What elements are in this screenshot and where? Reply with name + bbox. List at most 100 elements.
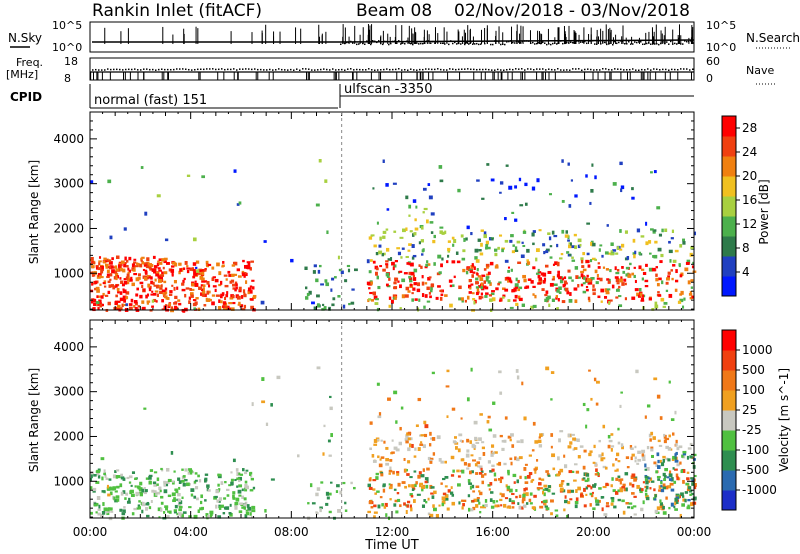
- power-cell: [207, 263, 212, 267]
- velocity-cell: [686, 455, 689, 460]
- power-cell: [543, 250, 546, 255]
- velocity-cell: [489, 498, 493, 502]
- velocity-cell: [329, 395, 332, 399]
- velocity-cell: [322, 452, 325, 456]
- power-cell: [588, 280, 593, 285]
- power-cell: [163, 280, 167, 284]
- velocity-cell: [104, 474, 107, 478]
- power-cell: [689, 291, 692, 296]
- power-cell: [525, 285, 530, 289]
- power-cell: [499, 234, 503, 237]
- power-cell: [429, 221, 434, 224]
- velocity-cell: [445, 385, 450, 388]
- power-cell: [486, 266, 489, 269]
- power-cell: [229, 297, 234, 300]
- nsearch-point: [530, 42, 532, 45]
- power-cell: [116, 304, 121, 309]
- power-cell: [595, 281, 599, 285]
- velocity-cell: [499, 492, 502, 496]
- velocity-cell: [607, 434, 611, 439]
- power-cell: [486, 163, 490, 166]
- velocity-cell: [596, 380, 600, 384]
- power-cell: [368, 287, 371, 290]
- power-cell: [372, 291, 377, 296]
- velocity-cell: [207, 514, 210, 519]
- nsearch-point: [634, 41, 636, 43]
- power-cell: [401, 247, 405, 250]
- velocity-cell: [681, 454, 684, 458]
- velocity-cell: [131, 471, 136, 474]
- velocity-cell: [630, 506, 634, 510]
- velocity-cell: [376, 490, 380, 493]
- power-cell: [515, 277, 518, 282]
- velocity-cell: [151, 489, 155, 493]
- power-cell: [147, 274, 151, 278]
- velocity-cell: [645, 494, 649, 499]
- velocity-cell: [666, 476, 670, 479]
- velocity-cell: [139, 491, 143, 494]
- freq-tick-low: 8: [64, 72, 71, 85]
- power-cell: [597, 266, 601, 269]
- power-cell: [151, 299, 155, 303]
- power-colorbar-tick-label: 8: [742, 241, 750, 255]
- velocity-cell: [667, 485, 672, 489]
- power-cell: [312, 270, 316, 274]
- power-frame: [89, 111, 695, 311]
- power-cell: [427, 183, 431, 186]
- power-cell: [158, 261, 163, 265]
- power-cell: [420, 265, 423, 269]
- velocity-cell: [674, 453, 677, 457]
- power-cell: [354, 268, 358, 272]
- freq-point: [311, 69, 313, 71]
- freq-point: [650, 69, 652, 71]
- power-cell: [585, 174, 588, 178]
- power-cell: [194, 301, 198, 305]
- power-cell: [128, 306, 133, 311]
- power-cell: [399, 307, 402, 310]
- power-cell: [316, 294, 320, 298]
- power-cell: [252, 294, 257, 298]
- velocity-cell: [662, 511, 667, 515]
- velocity-cell: [374, 492, 377, 495]
- power-cell: [144, 269, 148, 274]
- velocity-cell: [114, 499, 118, 503]
- velocity-cell: [663, 433, 666, 437]
- power-cell: [427, 277, 431, 281]
- power-cell: [412, 277, 417, 281]
- power-cell: [112, 285, 116, 290]
- velocity-cell: [522, 493, 526, 498]
- power-cell: [495, 287, 499, 291]
- velocity-cell: [419, 483, 422, 488]
- velocity-cell: [655, 470, 659, 474]
- velocity-cell: [204, 499, 207, 502]
- nsky-tick-high: 10^5: [52, 19, 82, 32]
- velocity-cell: [109, 486, 112, 491]
- velocity-cell: [469, 440, 472, 444]
- freq-point: [110, 68, 112, 71]
- nsearch-point: [360, 41, 362, 43]
- power-cell: [122, 268, 126, 273]
- velocity-cell: [406, 504, 409, 508]
- power-cell: [149, 267, 153, 271]
- power-cell: [506, 276, 510, 280]
- velocity-cell: [607, 444, 611, 449]
- power-cell: [510, 234, 514, 238]
- velocity-cell: [674, 410, 677, 415]
- power-cell: [547, 270, 552, 274]
- velocity-cell: [532, 506, 536, 511]
- velocity-cell: [658, 444, 663, 447]
- power-cell: [91, 282, 94, 286]
- power-cell: [639, 287, 642, 292]
- velocity-cell: [103, 507, 108, 512]
- velocity-cell: [218, 497, 223, 501]
- velocity-cell: [528, 454, 532, 457]
- power-cell: [251, 279, 255, 282]
- velocity-cell: [236, 477, 240, 481]
- velocity-cell: [461, 499, 464, 502]
- freq-point: [665, 68, 667, 71]
- power-cell: [382, 268, 386, 272]
- velocity-cell: [585, 493, 588, 496]
- power-cell: [561, 159, 564, 163]
- velocity-cell: [616, 452, 620, 457]
- velocity-cell: [622, 483, 626, 487]
